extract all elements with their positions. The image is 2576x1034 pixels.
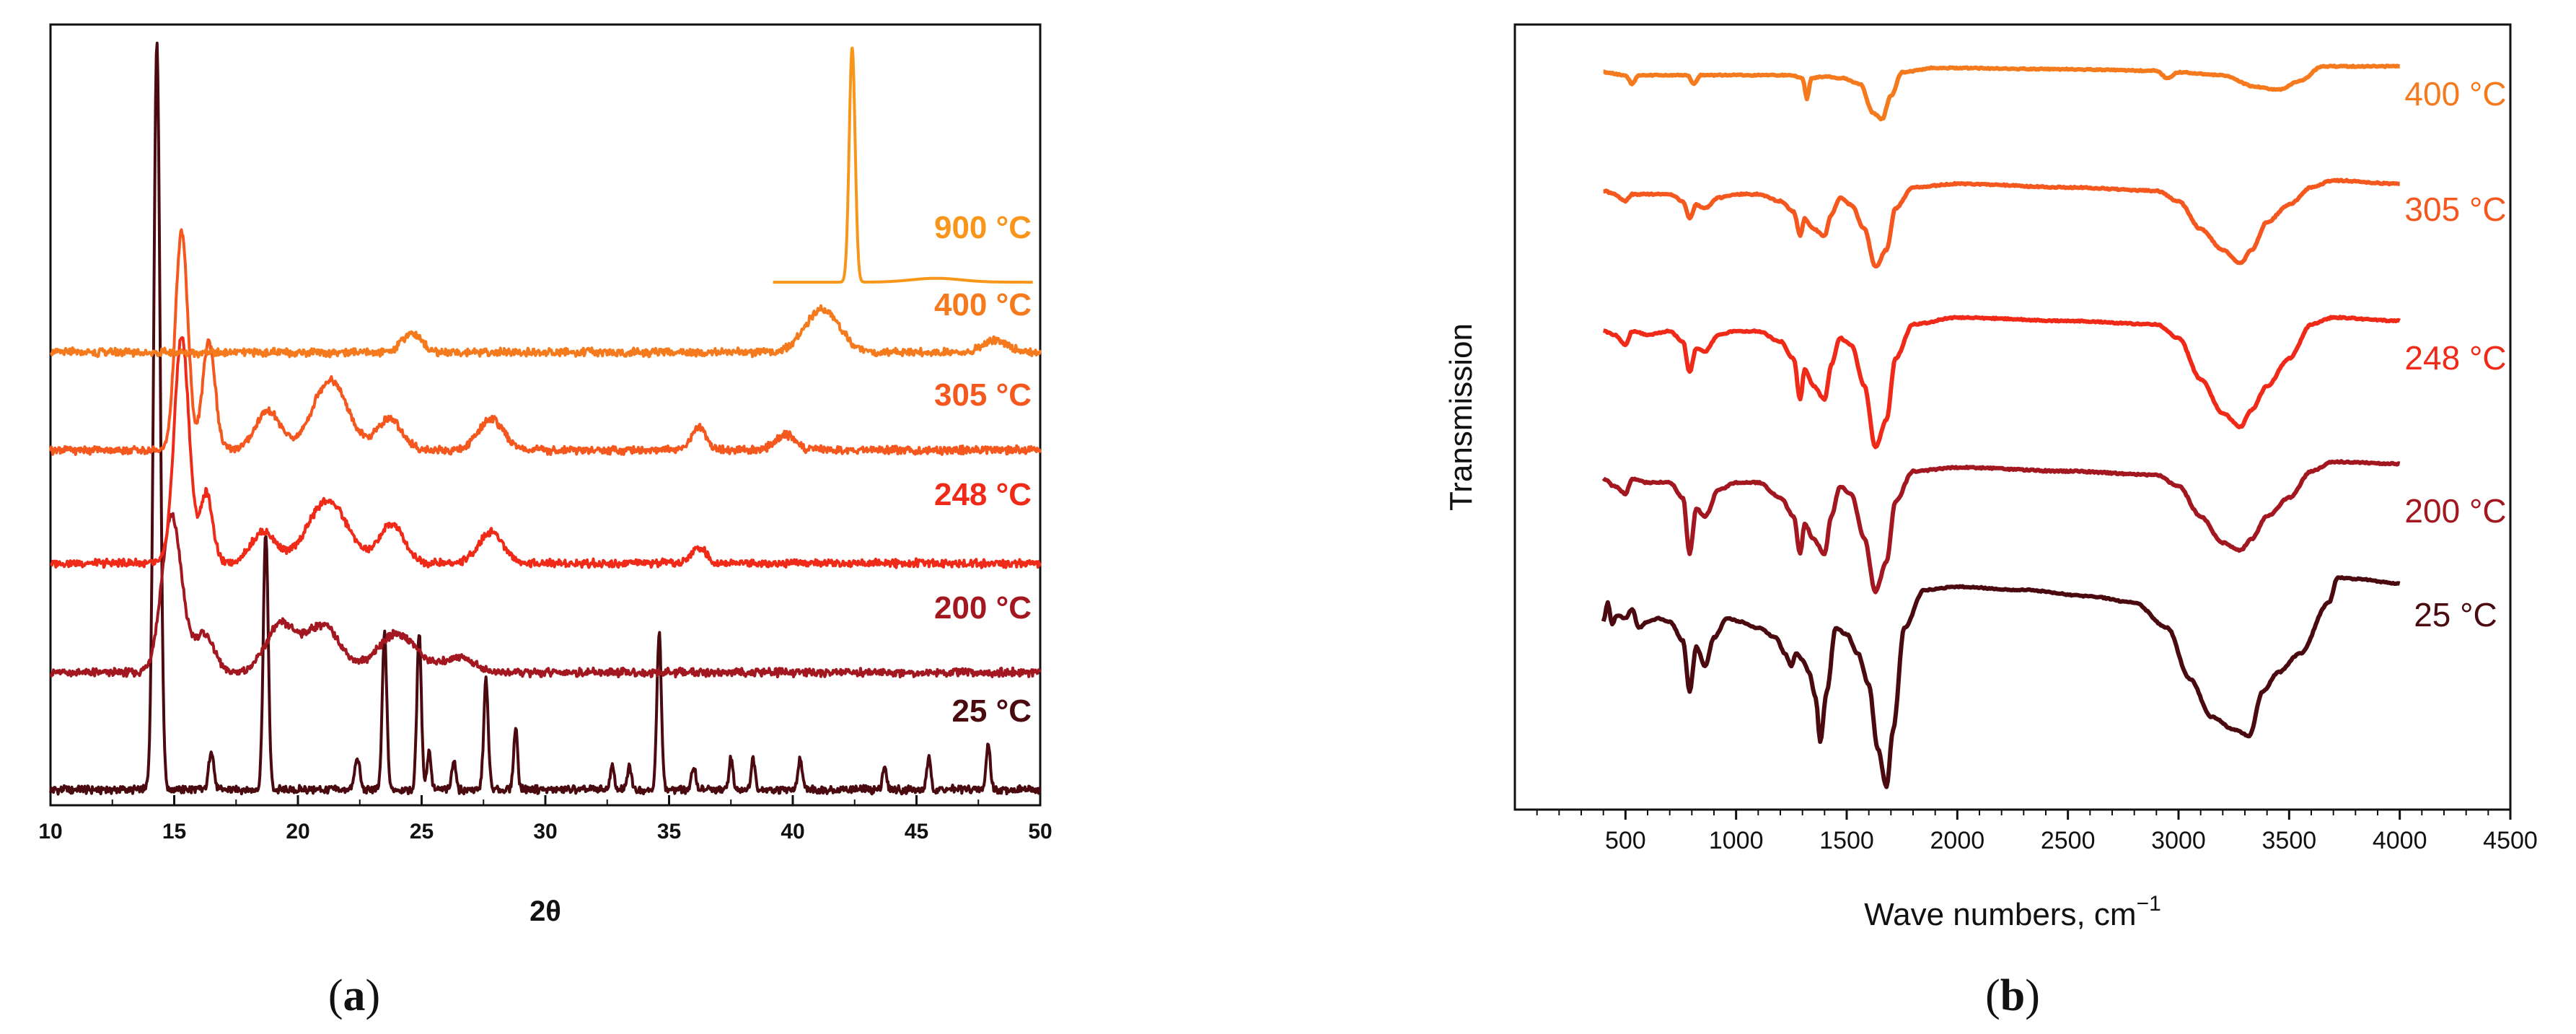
panel-a-series-305-c — [49, 228, 1042, 456]
panel-b-x-tick-label: 500 — [1605, 827, 1646, 854]
panel-b-x-axis-label: Wave numbers, cm−1 — [1864, 892, 2161, 932]
panel-a-label-248-c: 248 °C — [934, 477, 1032, 512]
panel-a-x-tick-label: 25 — [410, 820, 434, 844]
panel-b-plot-frame — [1513, 23, 2512, 811]
panel-a-series-200-c — [50, 512, 1042, 679]
panel-b-series-labels: 25 °C 200 °C 248 °C 305 °C 400 °C — [2404, 75, 2506, 634]
panel-a-x-tick-label: 20 — [286, 820, 309, 844]
panel-a-x-tick-label: 15 — [162, 820, 186, 844]
panel-b-label-200-c: 200 °C — [2404, 492, 2506, 530]
panel-b-series — [1601, 63, 2401, 789]
panel-b-series-400-c — [1602, 63, 2401, 122]
panel-b-series-305-c — [1602, 178, 2401, 269]
panel-b-ftir: 500 1000 1500 2000 2500 3000 3500 4000 4500 25 °… — [1443, 23, 2538, 1020]
panel-b-caption: (b) — [1985, 971, 2040, 1020]
panel-a-label-25-c: 25 °C — [951, 693, 1032, 729]
panel-a-x-tick-label: 40 — [781, 820, 804, 844]
panel-a-label-305-c: 305 °C — [934, 377, 1032, 413]
panel-a-x-tick-label: 45 — [905, 820, 928, 844]
panel-a-xrd: 10 15 20 25 30 35 40 45 50 25 °C 200 °C 248 °C 305 … — [38, 23, 1052, 1020]
panel-b-label-305-c: 305 °C — [2404, 190, 2506, 228]
panel-b-label-25-c: 25 °C — [2414, 596, 2497, 634]
panel-b-x-tick-label: 4500 — [2483, 827, 2538, 854]
panel-a-x-tick-label: 30 — [533, 820, 557, 844]
panel-b-x-tick-label: 3500 — [2262, 827, 2317, 854]
panel-a-x-tick-label: 10 — [38, 820, 62, 844]
panel-a-series-25-c — [49, 41, 1041, 796]
panel-b-x-ticks: 500 1000 1500 2000 2500 3000 3500 4000 4500 — [1536, 810, 2538, 854]
panel-b-x-tick-label: 4000 — [2373, 827, 2427, 854]
panel-b-series-248-c — [1602, 315, 2401, 450]
panel-b-x-tick-label: 1000 — [1709, 827, 1764, 854]
panel-a-x-ticks: 10 15 20 25 30 35 40 45 50 — [38, 795, 1052, 844]
panel-a-series-labels: 25 °C 200 °C 248 °C 305 °C 400 °C 900 °C — [934, 210, 1032, 729]
panel-a-series-900-c — [771, 46, 1034, 284]
panel-a-x-tick-label: 35 — [657, 820, 681, 844]
panel-b-x-tick-label: 2500 — [2041, 827, 2096, 854]
panel-b-label-400-c: 400 °C — [2404, 75, 2506, 113]
panel-b-y-axis-label: Transmission — [1443, 323, 1479, 511]
panel-a-x-axis-label: 2θ — [529, 895, 561, 927]
panel-b-x-tick-label: 3000 — [2151, 827, 2206, 854]
panel-a-label-900-c: 900 °C — [934, 210, 1032, 245]
panel-b-label-248-c: 248 °C — [2404, 339, 2506, 377]
panel-a-label-200-c: 200 °C — [934, 590, 1032, 626]
panel-a-x-tick-label: 50 — [1028, 820, 1052, 844]
panel-a-label-400-c: 400 °C — [934, 287, 1032, 323]
panel-a-series — [49, 41, 1042, 796]
panel-b-series-25-c — [1601, 575, 2401, 789]
panel-a-caption: (a) — [328, 971, 380, 1020]
panel-b-x-tick-label: 1500 — [1819, 827, 1874, 854]
panel-b-series-200-c — [1601, 459, 2401, 595]
panel-a-series-400-c — [49, 304, 1042, 359]
panel-b-x-tick-label: 2000 — [1930, 827, 1985, 854]
panel-a-series-248-c — [50, 336, 1042, 569]
